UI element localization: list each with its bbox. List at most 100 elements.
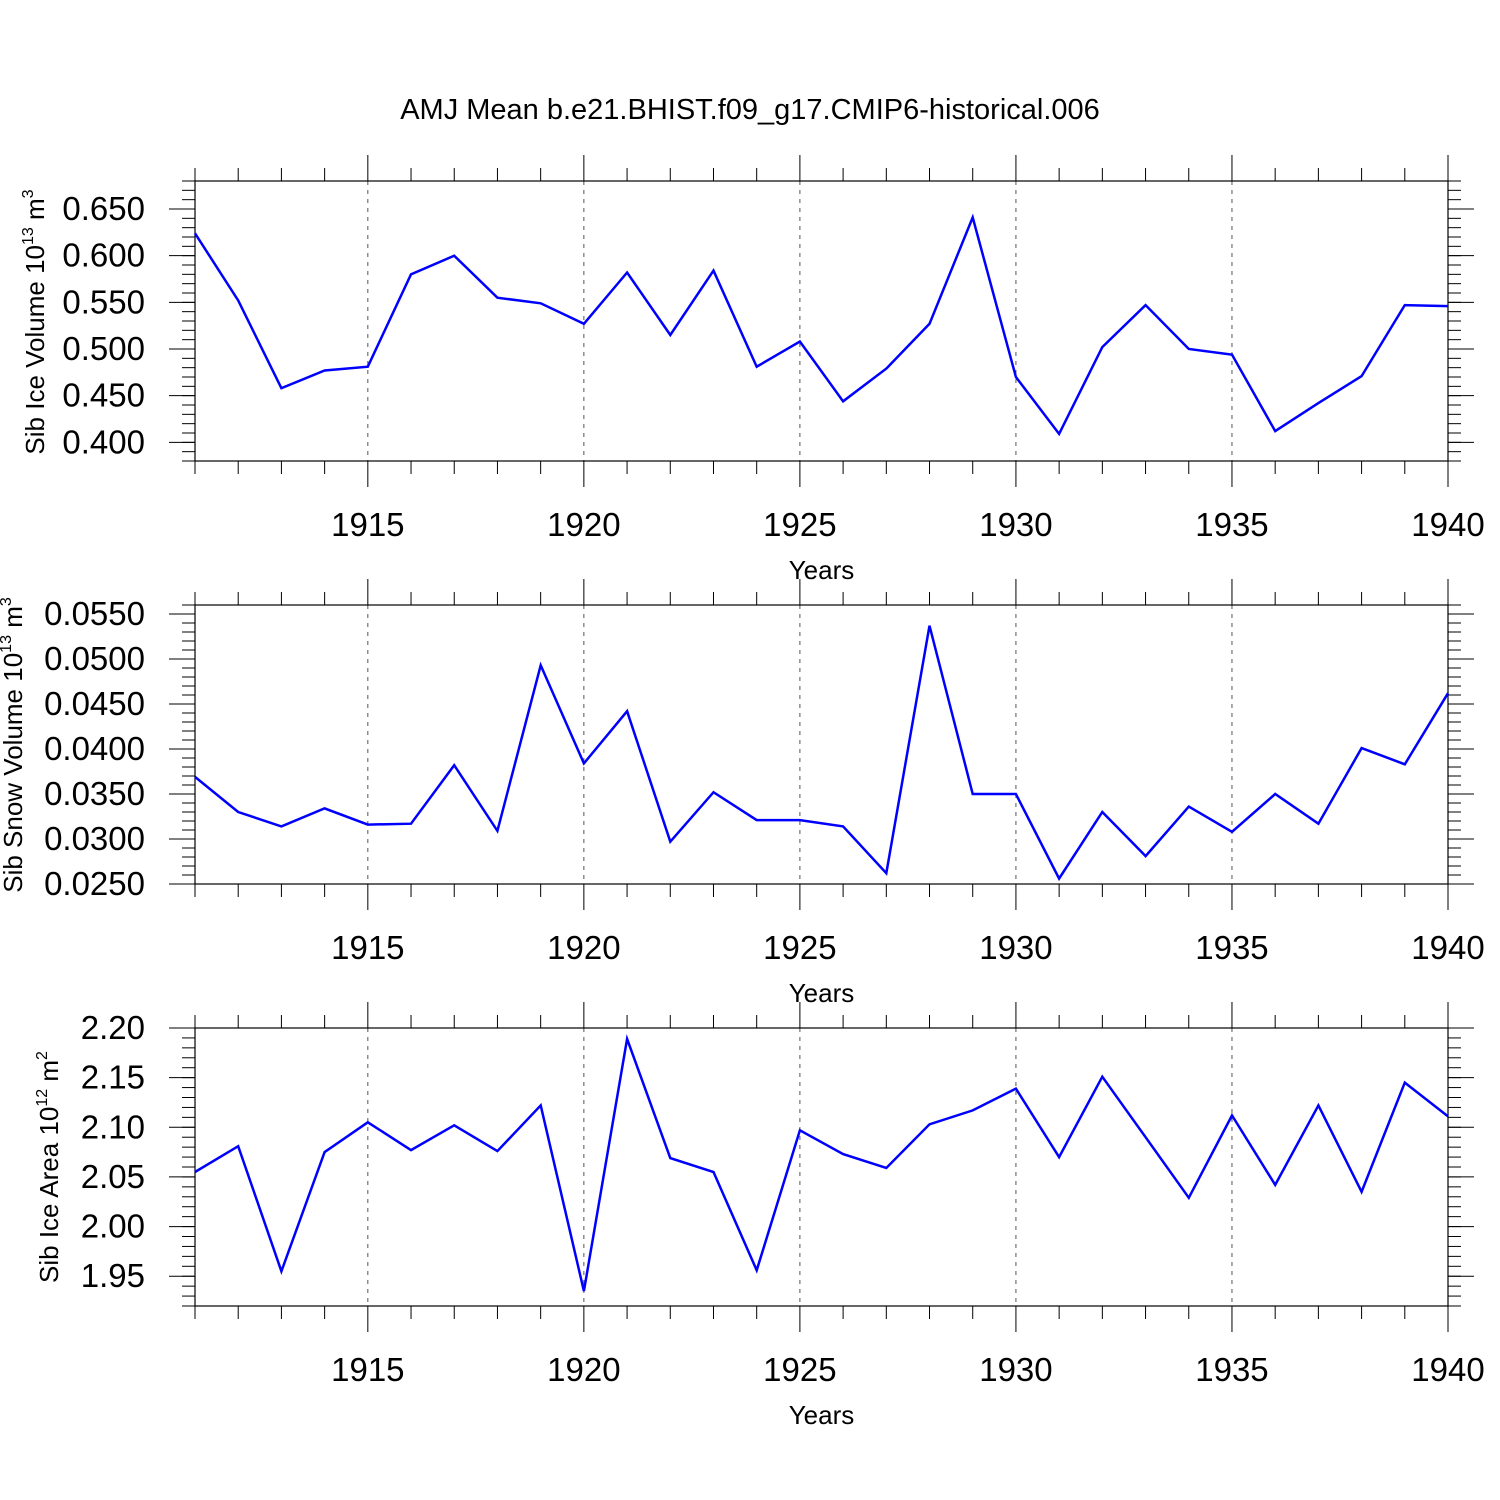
data-point: [409, 272, 413, 276]
y-axis-label-superscript: 13: [20, 227, 37, 245]
data-point: [193, 1170, 197, 1174]
data-point: [928, 322, 932, 326]
data-point: [1057, 1155, 1061, 1159]
y-tick-label: 2.20: [81, 1009, 145, 1046]
x-tick-label: 1915: [331, 929, 404, 966]
y-axis-label-superscript: 12: [34, 1089, 51, 1107]
data-point: [971, 215, 975, 219]
x-tick-label: 1920: [547, 506, 620, 543]
x-tick-label: 1925: [763, 929, 836, 966]
data-point: [236, 1144, 240, 1148]
x-tick-label: 1920: [547, 929, 620, 966]
x-tick-label: 1935: [1195, 506, 1268, 543]
y-tick-label: 2.00: [81, 1208, 145, 1245]
y-tick-label: 0.0550: [44, 595, 145, 632]
data-point: [323, 806, 327, 810]
y-axis-label-text: Sib Ice Volume 10: [20, 245, 50, 455]
y-axis-label-superscript: 3: [0, 597, 15, 606]
data-point: [366, 365, 370, 369]
data-point: [452, 254, 456, 258]
x-tick-label: 1935: [1195, 929, 1268, 966]
data-point: [625, 709, 629, 713]
data-point: [841, 1152, 845, 1156]
y-tick-label: 0.0450: [44, 685, 145, 722]
data-point: [1100, 810, 1104, 814]
y-axis-label: Sib Ice Volume 1013 m3: [20, 189, 50, 454]
data-point: [755, 818, 759, 822]
data-point: [1014, 375, 1018, 379]
data-point: [193, 775, 197, 779]
data-point: [1057, 877, 1061, 881]
x-tick-label: 1940: [1411, 929, 1484, 966]
data-point: [1273, 429, 1277, 433]
data-point: [1144, 1135, 1148, 1139]
y-tick-label: 0.450: [62, 377, 145, 414]
x-tick-label: 1915: [331, 1351, 404, 1388]
data-point: [884, 1166, 888, 1170]
data-point: [668, 1156, 672, 1160]
data-point: [884, 367, 888, 371]
data-point: [1100, 1075, 1104, 1079]
y-axis-label-text: m: [34, 1060, 64, 1089]
y-tick-label: 0.550: [62, 283, 145, 320]
data-point: [495, 1149, 499, 1153]
data-point: [539, 301, 543, 305]
data-point: [841, 824, 845, 828]
chart-title: AMJ Mean b.e21.BHIST.f09_g17.CMIP6-histo…: [400, 94, 1100, 126]
series-line: [194, 1034, 1449, 1292]
data-point: [1446, 304, 1450, 308]
data-point: [1273, 1183, 1277, 1187]
y-tick-label: 0.0400: [44, 730, 145, 767]
data-point: [971, 792, 975, 796]
y-axis-label-superscript: 13: [0, 635, 15, 653]
data-point: [539, 663, 543, 667]
data-point: [668, 333, 672, 337]
series-line: [194, 625, 1450, 882]
data-point: [1316, 401, 1320, 405]
data-point: [582, 322, 586, 326]
data-point: [711, 1170, 715, 1174]
y-tick-label: 0.0250: [44, 865, 145, 902]
y-tick-label: 1.95: [81, 1257, 145, 1294]
x-tick-label: 1925: [763, 506, 836, 543]
data-point: [625, 270, 629, 274]
data-point: [366, 1120, 370, 1124]
data-point: [798, 340, 802, 344]
data-point: [409, 822, 413, 826]
data-point: [1403, 303, 1407, 307]
data-point: [798, 818, 802, 822]
data-point: [1230, 353, 1234, 357]
data-point: [1230, 1113, 1234, 1117]
x-axis-label: Years: [789, 1400, 855, 1430]
y-axis-label-superscript: 2: [34, 1051, 51, 1060]
data-point: [625, 1037, 629, 1041]
x-tick-label: 1935: [1195, 1351, 1268, 1388]
data-point: [798, 1128, 802, 1132]
data-point: [409, 1148, 413, 1152]
panel-3: 1.95 2.00 2.05 2.10 2.15 2.20 1915 1920 1925 1930…: [34, 1002, 1485, 1430]
plot-frame: [194, 180, 1449, 462]
data-point: [755, 365, 759, 369]
data-point: [1446, 1114, 1450, 1118]
y-axis-label-text: Sib Ice Area 10: [34, 1107, 64, 1283]
data-point: [1360, 746, 1364, 750]
data-point: [452, 1123, 456, 1127]
x-tick-label: 1915: [331, 506, 404, 543]
x-axis-label: Years: [789, 978, 855, 1008]
data-point: [1403, 1081, 1407, 1085]
x-tick-label: 1940: [1411, 1351, 1484, 1388]
x-tick-label: 1940: [1411, 506, 1484, 543]
data-point: [971, 1108, 975, 1112]
data-point: [711, 269, 715, 273]
data-point: [1144, 303, 1148, 307]
y-axis-label: Sib Ice Area 1012 m2: [34, 1051, 64, 1283]
y-axis-label-text: m: [20, 198, 50, 227]
data-point: [366, 823, 370, 827]
data-point: [279, 824, 283, 828]
data-point: [279, 1269, 283, 1273]
x-tick-label: 1920: [547, 1351, 620, 1388]
x-tick-label: 1930: [979, 1351, 1052, 1388]
panel-1: 0.400 0.450 0.500 0.550 0.600 0.650 1915 1920 19…: [20, 155, 1485, 585]
y-axis-label-text: Sib Snow Volume 10: [0, 653, 28, 893]
